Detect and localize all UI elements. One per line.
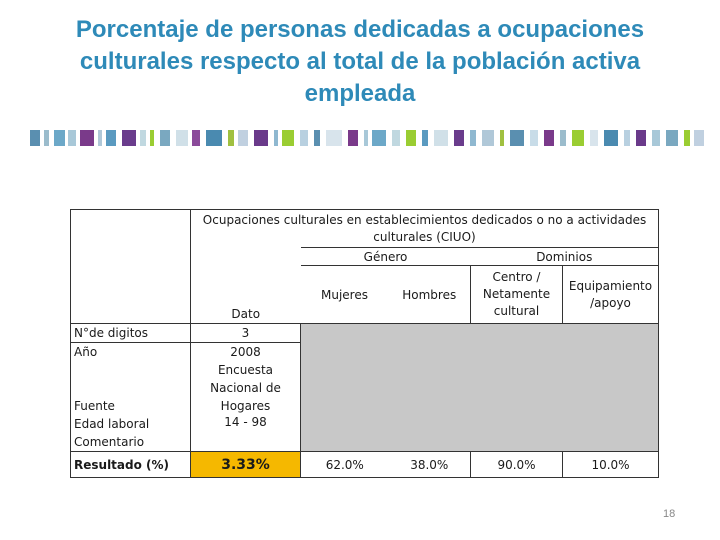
header-dominios: Dominios [470,247,660,266]
page-number: 18 [663,508,676,520]
data-table: Ocupaciones culturales en establecimient… [70,209,660,478]
title-line: culturales respecto al total de la pobla… [79,48,641,75]
result-hombres: 38.0% [388,451,471,478]
row-label-edad: Edad laboral [70,415,191,433]
header-main: Ocupaciones culturales en establecimient… [189,209,660,248]
title-line: empleada [304,80,416,107]
dato-header-spacer: Dato [190,247,301,324]
row-value-fuente: Encuesta Nacional de Hogares [190,361,301,415]
row-label-resultado: Resultado (%) [70,451,191,478]
row-label-anio: Año [70,342,191,361]
header-equipamiento: Equipamiento /apoyo [561,265,660,324]
blank-corner-cell [70,209,191,324]
row-value-comentario [190,433,301,452]
row-value-edad: 14 - 98 [190,415,301,433]
result-mujeres: 62.0% [300,451,389,478]
shaded-area [299,323,660,452]
result-centro: 90.0% [470,451,563,478]
header-genero: Género [300,247,471,266]
header-centro: Centro / Netamente cultural [470,265,563,324]
title-line: Porcentaje de personas dedicadas a ocupa… [75,16,645,43]
header-mujeres: Mujeres [321,287,368,302]
row-label-comentario: Comentario [70,433,191,452]
header-hombres: Hombres [402,287,457,302]
slide-title: Porcentaje de personas dedicadas a ocupa… [20,14,700,110]
row-value-anio: 2008 [190,342,301,361]
result-equipamiento: 10.0% [561,451,660,478]
row-value-digitos: 3 [190,323,301,343]
row-value-resultado: 3.33% [190,451,301,478]
decorative-color-stripe [30,130,704,146]
dato-label: Dato [231,307,261,321]
row-label-digitos: N°de digitos [70,323,191,343]
row-label-fuente: Fuente [70,361,191,415]
